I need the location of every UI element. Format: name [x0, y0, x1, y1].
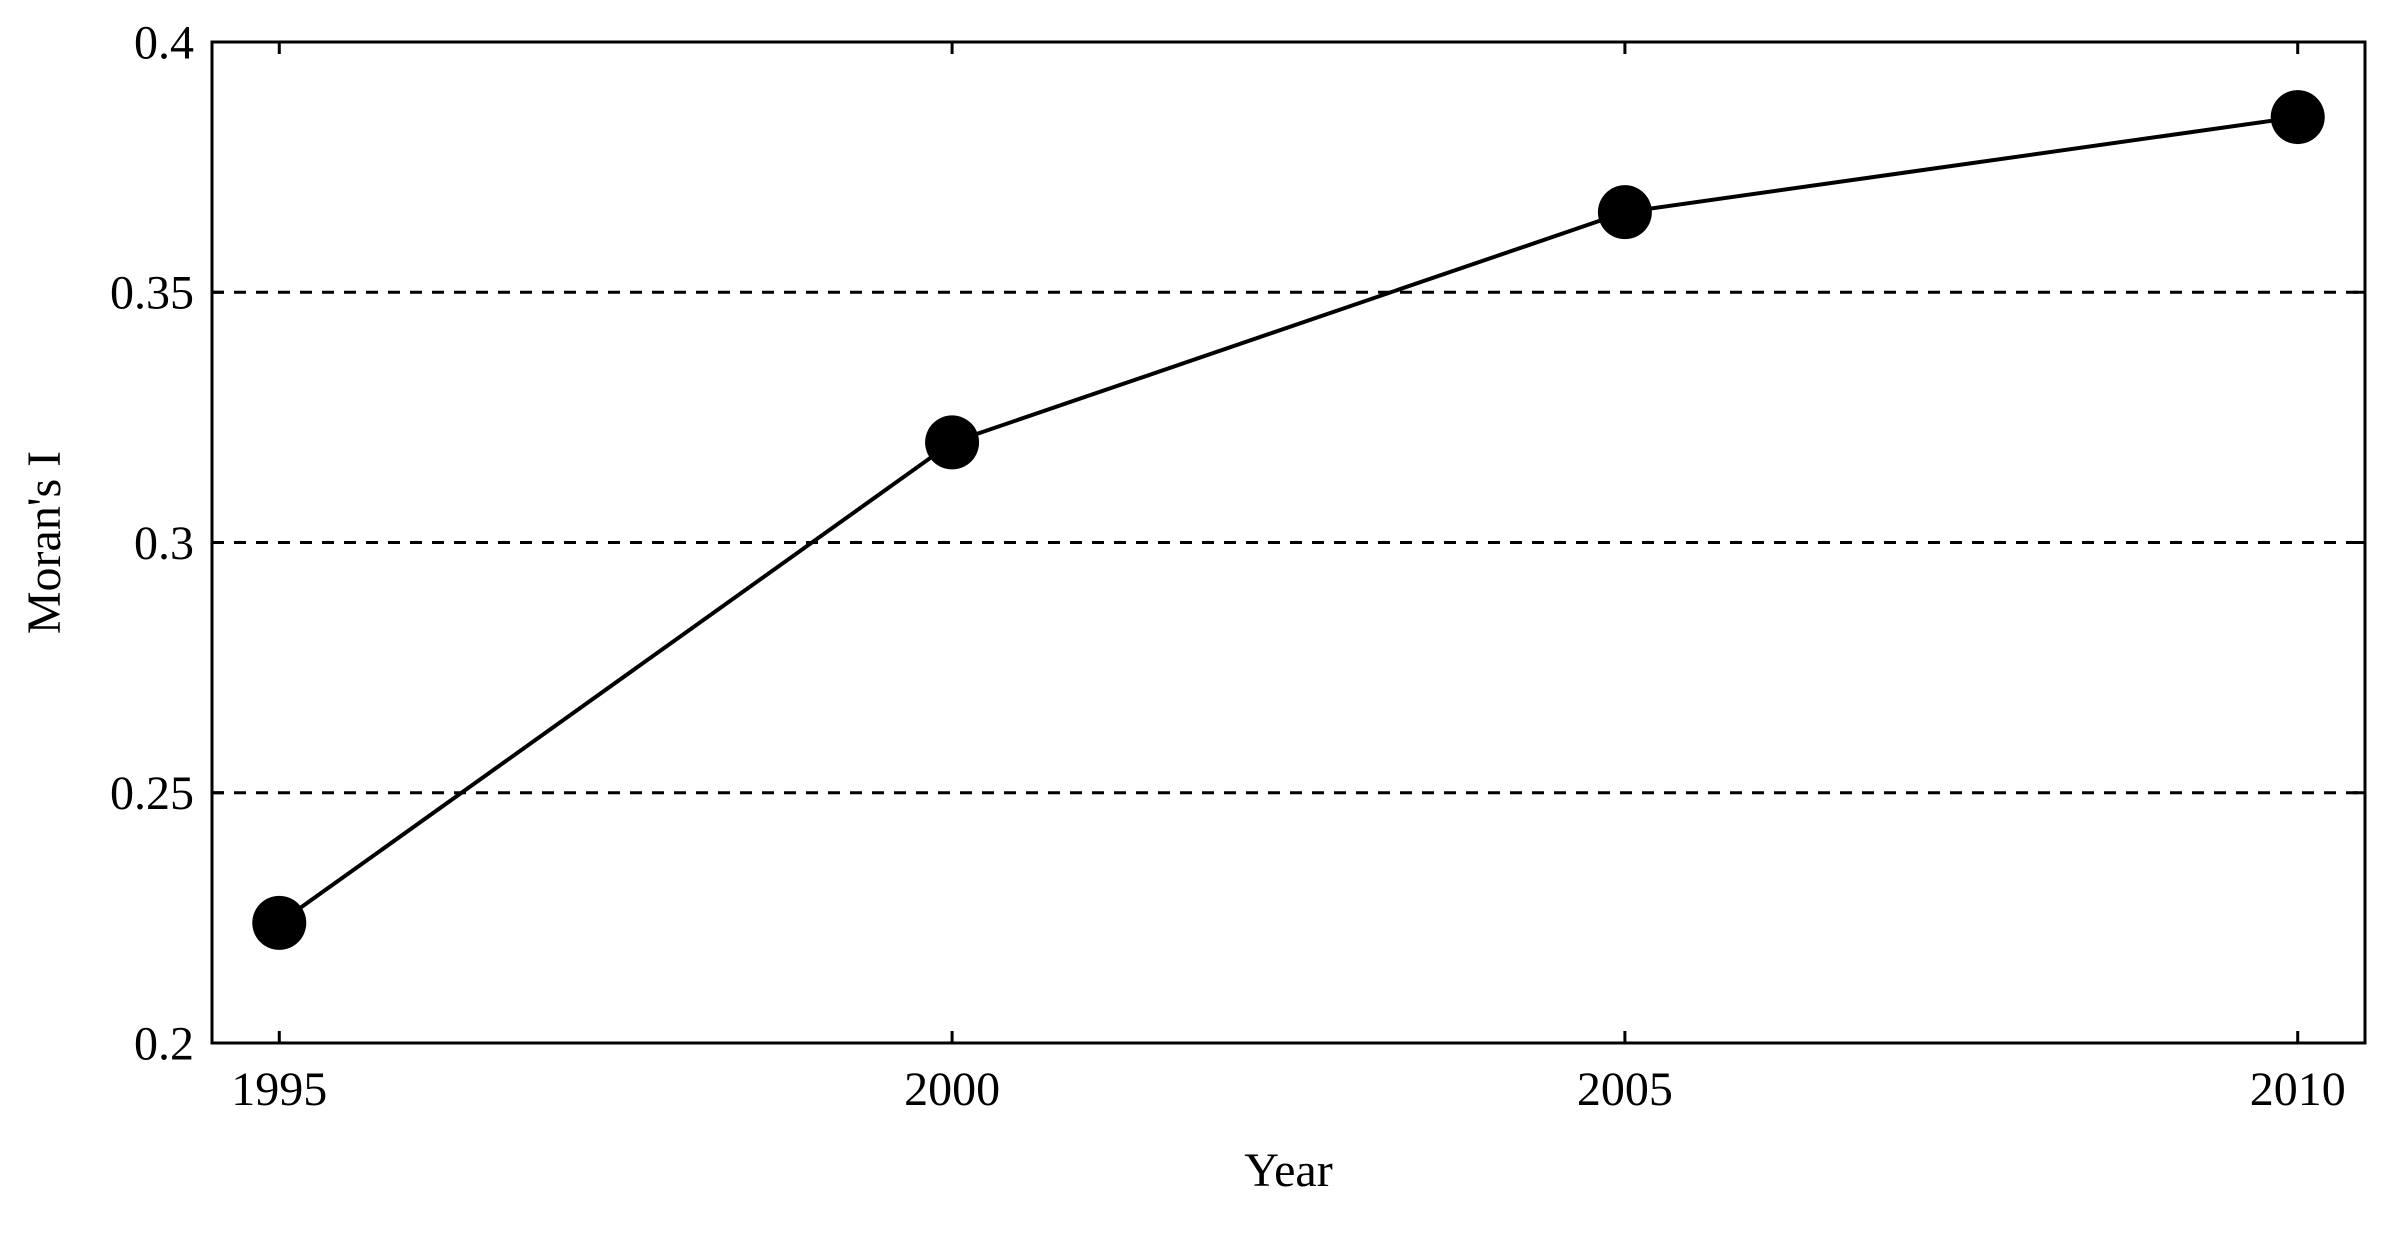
data-point: [925, 415, 980, 470]
data-point: [252, 895, 307, 950]
y-tick-label: 0.4: [134, 16, 194, 69]
series-layer: [252, 90, 2325, 950]
data-point: [1597, 185, 1652, 240]
data-point: [2270, 90, 2325, 145]
x-tick-label: 1995: [231, 1063, 327, 1116]
x-tick-label: 2005: [1577, 1063, 1673, 1116]
x-axis-label: Year: [1244, 1144, 1332, 1197]
x-tick-label: 2000: [904, 1063, 1000, 1116]
y-tick-label: 0.2: [134, 1017, 194, 1070]
gridlines: [212, 290, 2365, 795]
axes: 0.2 0.25 0.3 0.35 0.4 1995 2000 2005 2010: [110, 16, 2367, 1116]
y-tick-label: 0.3: [134, 517, 194, 570]
y-axis-label: Moran's I: [18, 451, 71, 634]
series-line: [278, 115, 2298, 925]
axis-labels: Year Moran's I: [18, 451, 1333, 1197]
y-tick-label: 0.25: [110, 767, 194, 820]
x-tick-label: 2010: [2250, 1063, 2346, 1116]
y-tick-label: 0.35: [110, 267, 194, 320]
